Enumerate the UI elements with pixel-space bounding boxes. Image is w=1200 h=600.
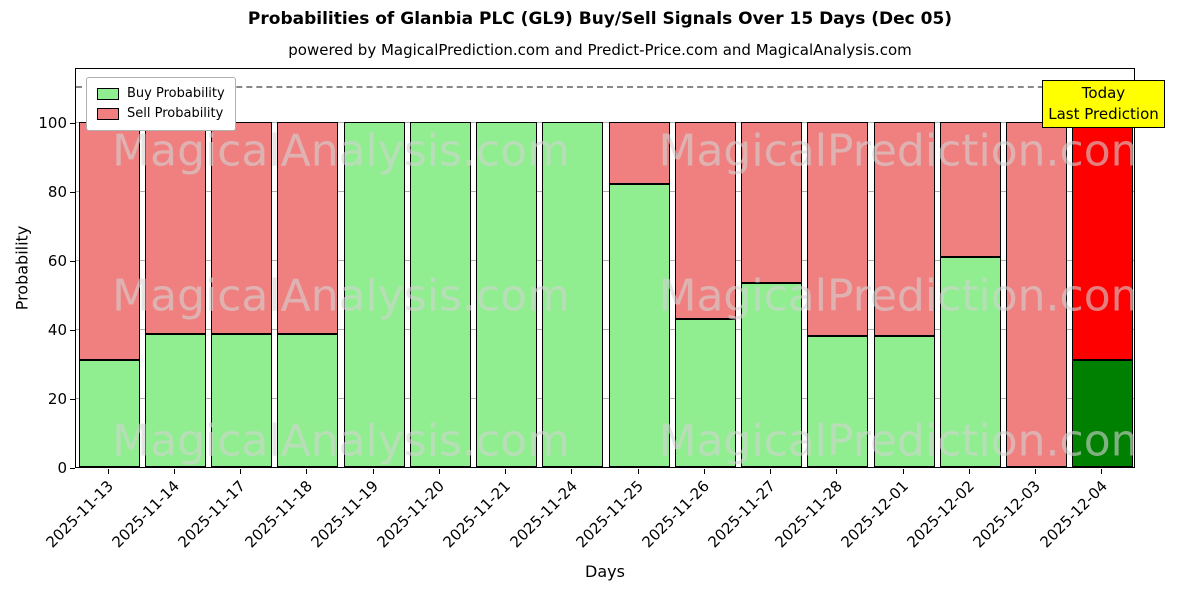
x-tick-mark	[1101, 469, 1103, 474]
legend-swatch-sell	[97, 108, 119, 120]
bar-buy-segment	[939, 256, 1001, 467]
bar-sell-segment	[807, 122, 869, 336]
x-tick-mark	[902, 469, 904, 474]
legend-swatch-buy	[97, 88, 119, 100]
x-tick-label: 2025-11-19	[307, 477, 382, 552]
bar-sell-segment	[211, 122, 273, 335]
bar-buy-segment	[343, 122, 405, 467]
bar-sell-segment	[144, 122, 206, 335]
y-axis-label: Probability	[12, 225, 32, 311]
x-tick-label: 2025-11-24	[506, 477, 581, 552]
y-tick-label: 20	[47, 390, 67, 409]
bar-buy-segment	[277, 334, 339, 467]
gridline	[76, 259, 1134, 261]
x-tick-mark	[306, 469, 308, 474]
gridline	[76, 121, 1134, 123]
x-tick-label: 2025-12-04	[1036, 477, 1111, 552]
y-tick-label: 100	[38, 114, 67, 133]
legend: Buy Probability Sell Probability	[86, 77, 236, 131]
x-tick-mark	[703, 469, 705, 474]
x-tick-mark	[505, 469, 507, 474]
x-tick-label: 2025-11-14	[108, 477, 184, 552]
x-tick-mark	[1035, 469, 1037, 474]
chart-title: Probabilities of Glanbia PLC (GL9) Buy/S…	[247, 9, 953, 29]
today-annotation-box: Today Last Prediction	[1042, 80, 1165, 128]
bar-sell-segment	[939, 122, 1001, 257]
x-axis-label: Days	[585, 562, 625, 581]
bar-sell-segment	[277, 122, 339, 335]
x-tick-mark	[637, 469, 639, 474]
x-tick-mark	[968, 469, 970, 474]
x-tick-mark	[770, 469, 772, 474]
x-tick-label: 2025-11-18	[241, 477, 316, 552]
gridline	[76, 397, 1134, 399]
x-tick-mark	[240, 469, 242, 474]
x-tick-label: 2025-11-28	[771, 477, 846, 552]
bar-buy-segment	[211, 334, 273, 467]
bar-sell-segment	[78, 122, 140, 361]
y-tick-label: 80	[47, 183, 67, 202]
plot-area: Buy Probability Sell Probability Magical…	[75, 68, 1135, 468]
gridline	[76, 328, 1134, 330]
today-annotation-line2: Last Prediction	[1048, 105, 1159, 123]
bar-buy-segment	[608, 184, 670, 467]
x-tick-label: 2025-11-17	[174, 477, 250, 552]
bar-buy-segment	[741, 282, 803, 467]
bar-sell-segment	[674, 122, 736, 319]
legend-label-sell: Sell Probability	[127, 106, 224, 121]
x-tick-label: 2025-11-26	[638, 477, 714, 552]
x-tick-mark	[836, 469, 838, 474]
x-tick-label: 2025-11-27	[704, 477, 780, 552]
today-bar-buy-segment	[1072, 360, 1134, 467]
x-tick-mark	[173, 469, 175, 474]
y-tick-label: 60	[47, 252, 67, 271]
bar-sell-segment	[741, 122, 803, 283]
bar-buy-segment	[873, 335, 935, 467]
bar-buy-segment	[674, 318, 736, 467]
bar-buy-segment	[807, 335, 869, 467]
bar-sell-segment	[608, 122, 670, 185]
today-bar-sell-segment	[1072, 122, 1134, 361]
bar-buy-segment	[409, 122, 471, 467]
dashed-threshold-line	[76, 85, 1134, 88]
legend-item-sell: Sell Probability	[97, 104, 225, 124]
y-tick-label: 40	[47, 321, 67, 340]
x-tick-mark	[571, 469, 573, 474]
x-tick-label: 2025-12-03	[969, 477, 1045, 552]
x-tick-mark	[107, 469, 109, 474]
legend-item-buy: Buy Probability	[97, 84, 225, 104]
x-tick-label: 2025-11-25	[572, 477, 647, 552]
bar-buy-segment	[144, 334, 206, 467]
x-tick-label: 2025-12-02	[903, 477, 979, 552]
chart-subtitle: powered by MagicalPrediction.com and Pre…	[288, 41, 912, 59]
bar-sell-segment	[1006, 122, 1068, 467]
today-annotation-line1: Today	[1081, 84, 1126, 102]
bar-buy-segment	[542, 122, 604, 467]
x-tick-label: 2025-11-20	[373, 477, 449, 552]
gridline	[76, 190, 1134, 192]
bar-buy-segment	[476, 122, 538, 467]
x-tick-mark	[438, 469, 440, 474]
bar-sell-segment	[873, 122, 935, 336]
bar-buy-segment	[78, 360, 140, 467]
x-tick-label: 2025-11-21	[439, 477, 515, 552]
x-tick-label: 2025-12-01	[837, 477, 912, 552]
legend-label-buy: Buy Probability	[127, 86, 225, 101]
x-tick-mark	[372, 469, 374, 474]
y-tick-label: 0	[57, 459, 67, 477]
x-tick-label: 2025-11-13	[42, 477, 117, 552]
